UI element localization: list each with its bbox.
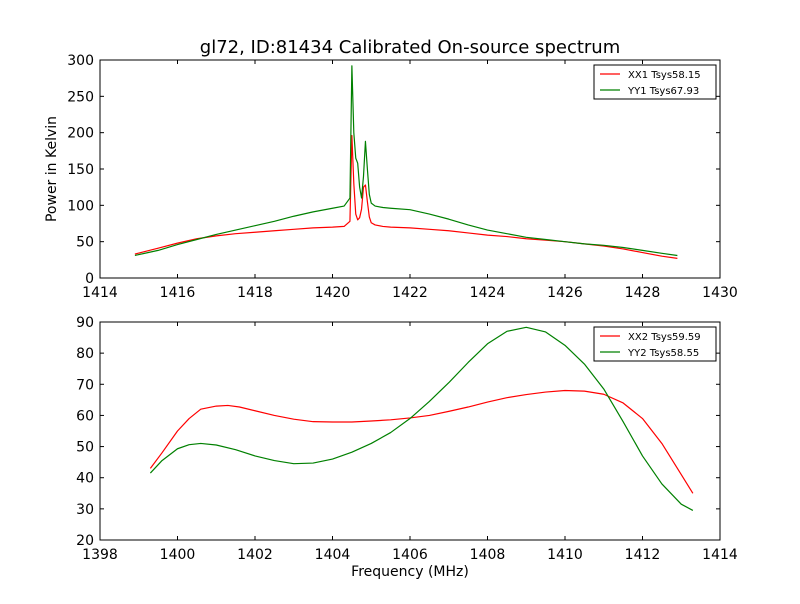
legend-label: YY1 Tsys67.93 <box>627 86 699 97</box>
x-tick-label: 1400 <box>160 547 196 563</box>
legend-box <box>593 64 717 100</box>
legend-box <box>593 326 717 362</box>
y-tick-label: 60 <box>76 408 94 424</box>
y-tick-label: 250 <box>67 89 94 105</box>
x-tick-label: 1428 <box>625 285 661 301</box>
x-tick-label: 1408 <box>470 547 506 563</box>
y-tick-label: 150 <box>67 162 94 178</box>
x-tick-label: 1410 <box>547 547 583 563</box>
x-tick-label: 1430 <box>702 285 738 301</box>
legend-label: XX1 Tsys58.15 <box>628 70 701 81</box>
x-tick-label: 1412 <box>625 547 661 563</box>
series-line-xx1 <box>134 134 678 259</box>
y-tick-label: 0 <box>85 271 94 287</box>
legend-2: XX2 Tsys59.59 YY2 Tsys58.55 <box>593 326 717 362</box>
x-tick-label: 1404 <box>315 547 351 563</box>
x-axis-label: Frequency (MHz) <box>351 564 469 580</box>
y-tick-label: 50 <box>76 235 94 251</box>
legend-1: XX1 Tsys58.15 YY1 Tsys67.93 <box>593 64 717 100</box>
y-tick-label: 100 <box>67 198 94 214</box>
y-tick-label: 30 <box>76 502 94 518</box>
y-tick-label: 200 <box>67 126 94 142</box>
legend-label: YY2 Tsys58.55 <box>627 348 699 359</box>
x-tick-label: 1416 <box>160 285 196 301</box>
y-axis-label: Power in Kelvin <box>44 116 60 222</box>
y-tick-label: 80 <box>76 346 94 362</box>
x-tick-label: 1414 <box>82 285 118 301</box>
y-tick-label: 40 <box>76 471 94 487</box>
plot-panel-2: 1398 1400 1402 1404 1406 1408 1410 1412 1414 20 30… <box>76 315 738 580</box>
chart-title: gl72, ID:81434 Calibrated On-source spec… <box>200 37 620 58</box>
x-tick-label: 1406 <box>392 547 428 563</box>
x-tick-label: 1398 <box>82 547 118 563</box>
x-tick-label: 1418 <box>237 285 273 301</box>
legend-label: XX2 Tsys59.59 <box>628 332 701 343</box>
y-tick-label: 70 <box>76 377 94 393</box>
x-tick-label: 1414 <box>702 547 738 563</box>
plot-panel-1: 1414 1416 1418 1420 1422 1424 1426 1428 1430 0 50 1… <box>44 53 738 301</box>
x-tick-label: 1402 <box>237 547 273 563</box>
series-line-xx2 <box>149 389 694 494</box>
x-tick-label: 1422 <box>392 285 428 301</box>
x-tick-label: 1424 <box>470 285 506 301</box>
series-line-yy2 <box>149 326 694 511</box>
y-tick-label: 300 <box>67 53 94 69</box>
y-tick-label: 50 <box>76 440 94 456</box>
series-line-yy1 <box>134 65 678 257</box>
y-tick-label: 90 <box>76 315 94 331</box>
y-tick-label: 20 <box>76 533 94 549</box>
x-tick-label: 1426 <box>547 285 583 301</box>
x-tick-label: 1420 <box>315 285 351 301</box>
